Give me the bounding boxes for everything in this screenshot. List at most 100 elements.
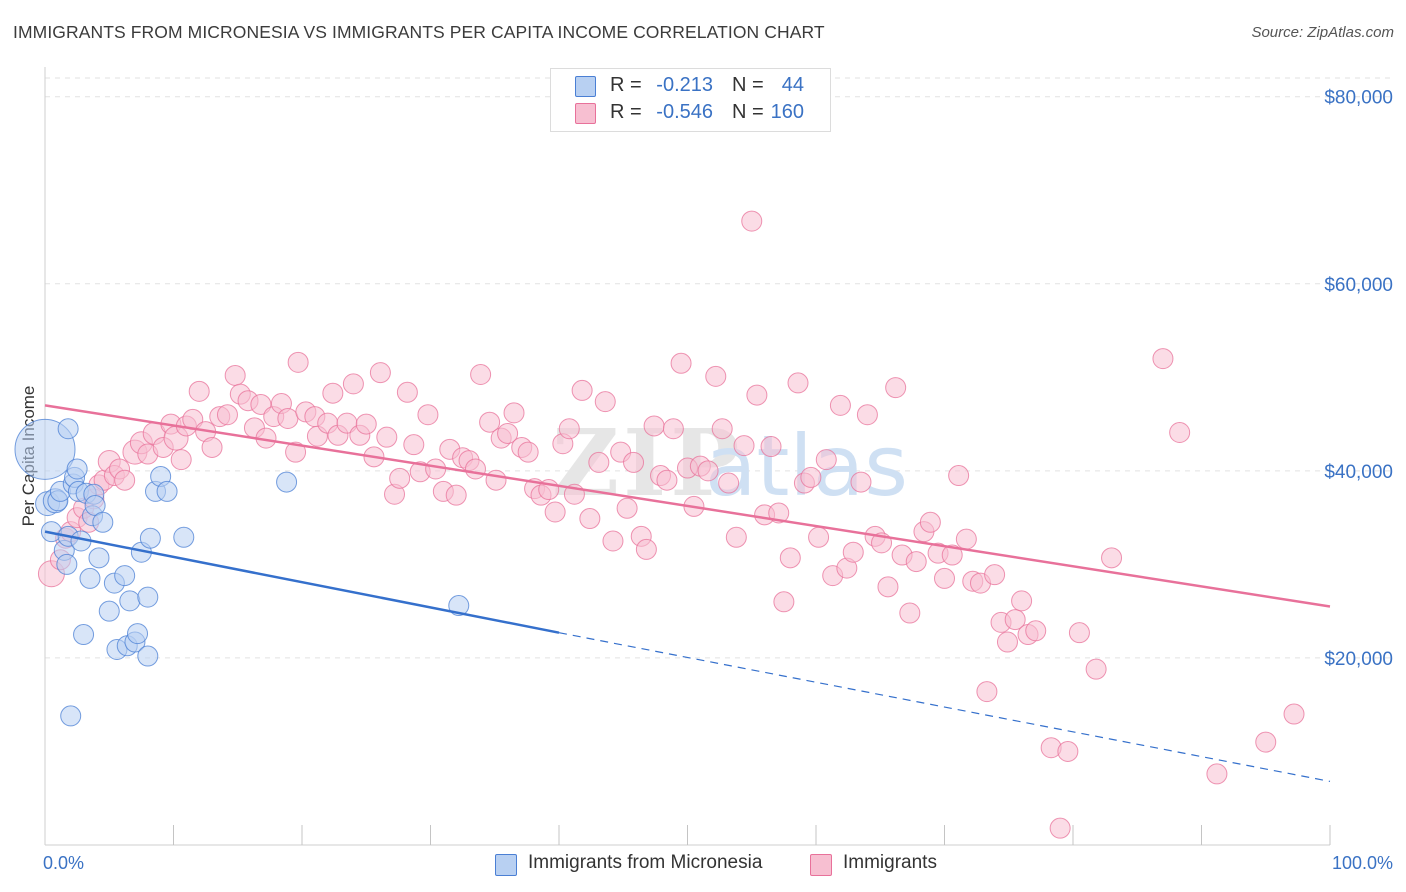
x-tick-label: 0.0% <box>43 853 84 873</box>
immigrants-point <box>250 393 272 415</box>
immigrants-point <box>955 528 977 550</box>
immigrants-point <box>485 469 507 491</box>
legend-n-label: N = <box>732 101 764 123</box>
immigrants-point <box>725 526 747 548</box>
immigrants-point <box>497 422 519 444</box>
immigrants-point <box>1057 740 1079 762</box>
y-tick-label: $60,000 <box>1324 275 1393 296</box>
micronesia-point <box>156 480 178 502</box>
micronesia-point <box>119 590 141 612</box>
immigrants-point <box>503 402 525 424</box>
immigrants-point <box>934 567 955 589</box>
micronesia-trend-extension <box>558 632 1331 782</box>
immigrants-point <box>571 379 593 401</box>
micronesia-point <box>66 458 88 480</box>
chart-title: IMMIGRANTS FROM MICRONESIA VS IMMIGRANTS… <box>13 22 825 42</box>
immigrants-point <box>856 404 878 426</box>
trend-lines <box>44 404 1331 782</box>
legend-r-value: -0.546 <box>656 101 713 123</box>
immigrants-point <box>815 449 837 471</box>
immigrants-point <box>558 418 580 440</box>
x-tick-label: 100.0% <box>1332 853 1393 873</box>
immigrants-point <box>470 364 492 386</box>
immigrants-point <box>705 365 727 387</box>
immigrants-point <box>464 458 486 480</box>
micronesia-point <box>73 624 95 646</box>
immigrants-point <box>1004 609 1026 631</box>
micronesia-point <box>127 623 149 645</box>
immigrants-point <box>733 435 755 457</box>
immigrants-point <box>287 351 309 373</box>
immigrants-point <box>1255 731 1277 753</box>
pink-swatch-icon <box>810 854 832 876</box>
immigrants-point <box>670 352 692 374</box>
legend-n-value: 44 <box>781 74 804 96</box>
immigrants-point <box>741 210 763 232</box>
immigrants-trend-line <box>44 404 1331 608</box>
legend-n-label: N = <box>732 74 764 96</box>
immigrants-point <box>899 602 921 624</box>
immigrants-point <box>201 436 223 458</box>
immigrants-point <box>1068 622 1090 644</box>
immigrants-point <box>919 511 941 533</box>
immigrants-point <box>544 501 566 523</box>
y-tick-label: $20,000 <box>1324 649 1393 670</box>
immigrants-point <box>808 526 830 548</box>
legend-label-immigrants: Immigrants <box>843 852 937 873</box>
immigrants-point <box>216 404 238 426</box>
immigrants-point <box>656 469 678 491</box>
micronesia-trend-line <box>44 530 560 634</box>
source-credit: Source: ZipAtlas.com <box>1251 24 1394 41</box>
immigrants-point <box>594 391 616 413</box>
immigrants-point <box>342 373 364 395</box>
immigrants-point <box>976 681 998 703</box>
immigrants-point <box>623 451 645 473</box>
legend-r-label: R = <box>610 101 642 123</box>
micronesia-point <box>60 705 82 727</box>
immigrants-point <box>355 413 377 435</box>
micronesia-point <box>139 527 161 549</box>
immigrants-point <box>285 441 307 463</box>
immigrants-point <box>445 484 467 506</box>
immigrants-point <box>829 394 851 416</box>
micronesia-point <box>57 418 79 440</box>
immigrants-point <box>984 564 1006 586</box>
immigrants-point <box>403 434 425 456</box>
immigrants-point <box>114 469 136 491</box>
micronesia-point <box>137 645 159 667</box>
legend-n-value: 160 <box>770 101 804 123</box>
immigrants-point <box>768 502 790 524</box>
immigrants-point <box>718 472 740 494</box>
svg-text:atlas: atlas <box>705 417 908 515</box>
micronesia-point <box>88 547 110 569</box>
tick-labels: $20,000 $40,000 $60,000 $80,000 0.0% 100.0% <box>43 88 1393 873</box>
immigrants-point <box>170 449 192 471</box>
immigrants-point <box>635 538 657 560</box>
micronesia-points <box>14 418 470 727</box>
correlation-legend: R = -0.213 N = 44 R = -0.546 N = 160 <box>550 68 831 132</box>
blue-swatch-icon <box>575 76 596 97</box>
immigrants-point <box>996 631 1018 653</box>
micronesia-point <box>79 567 101 589</box>
micronesia-point <box>92 511 114 533</box>
immigrants-point <box>396 381 418 403</box>
micronesia-point <box>276 471 298 493</box>
pink-swatch-icon <box>575 103 596 124</box>
legend-label-micronesia: Immigrants from Micronesia <box>528 852 763 873</box>
legend-r-label: R = <box>610 74 642 96</box>
immigrants-point <box>224 364 246 386</box>
immigrants-point <box>1085 658 1107 680</box>
immigrants-point <box>877 576 899 598</box>
y-tick-label: $80,000 <box>1324 88 1393 109</box>
immigrants-point <box>787 372 809 394</box>
immigrants-point <box>1169 422 1191 444</box>
immigrants-point <box>905 551 927 573</box>
immigrants-point <box>1025 620 1047 642</box>
immigrants-point <box>369 362 391 384</box>
immigrants-point <box>779 547 801 569</box>
immigrants-point <box>662 418 684 440</box>
micronesia-point <box>137 586 159 608</box>
micronesia-point <box>173 526 195 548</box>
immigrants-point <box>1011 590 1033 612</box>
